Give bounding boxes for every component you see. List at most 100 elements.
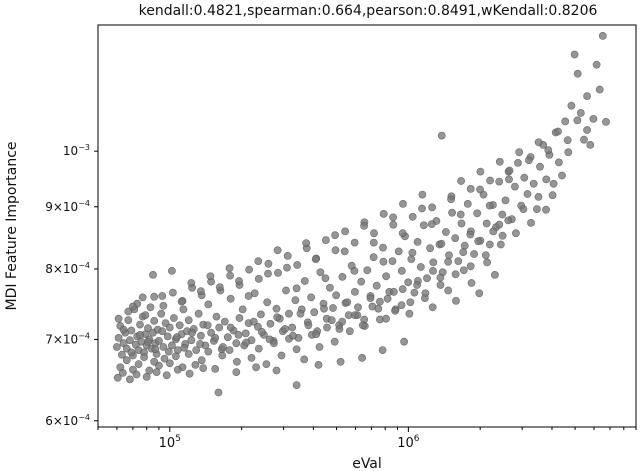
- data-point: [273, 313, 282, 322]
- data-point: [158, 292, 167, 300]
- data-point: [534, 138, 543, 147]
- scatter-points: [113, 32, 610, 397]
- data-point: [196, 331, 205, 340]
- y-tick-label: 7×10−4: [45, 331, 90, 346]
- data-point: [325, 283, 334, 292]
- data-point: [187, 336, 196, 345]
- data-point: [142, 372, 151, 381]
- x-axis: 105 106: [97, 427, 637, 451]
- data-point: [113, 373, 122, 382]
- data-point: [495, 220, 504, 229]
- data-point: [437, 239, 446, 248]
- data-point: [410, 288, 419, 297]
- data-point: [558, 171, 566, 180]
- data-point: [398, 229, 407, 238]
- data-point: [234, 330, 243, 339]
- data-point: [211, 333, 220, 342]
- data-point: [127, 348, 136, 357]
- data-point: [192, 346, 201, 354]
- data-point: [466, 262, 475, 271]
- data-point: [151, 345, 160, 354]
- data-point: [304, 321, 313, 330]
- data-point: [226, 323, 235, 332]
- data-point: [136, 320, 144, 329]
- data-point: [580, 135, 588, 144]
- data-point: [444, 257, 452, 266]
- data-point: [197, 356, 206, 365]
- data-point: [350, 238, 359, 247]
- data-point: [185, 369, 194, 378]
- data-point: [119, 325, 128, 334]
- data-point: [264, 269, 272, 278]
- data-point: [225, 264, 234, 273]
- data-point: [564, 148, 573, 157]
- data-point: [429, 266, 437, 275]
- data-point: [296, 309, 305, 318]
- data-point: [247, 353, 256, 362]
- data-point: [323, 323, 331, 332]
- data-point: [598, 32, 607, 40]
- data-point: [383, 294, 392, 303]
- data-point: [141, 311, 150, 319]
- data-point: [418, 190, 427, 199]
- data-point: [369, 253, 378, 262]
- data-point: [332, 291, 340, 300]
- data-point: [416, 263, 425, 271]
- data-point: [179, 305, 188, 314]
- data-point: [173, 365, 182, 374]
- data-point: [312, 330, 321, 339]
- data-point: [514, 158, 522, 167]
- data-point: [447, 195, 455, 204]
- data-point: [235, 277, 243, 285]
- data-point: [512, 229, 520, 238]
- data-point: [436, 273, 445, 282]
- data-point: [191, 360, 200, 369]
- data-point: [436, 281, 445, 289]
- data-point: [168, 288, 177, 297]
- data-point: [187, 279, 196, 287]
- data-point: [167, 266, 176, 275]
- data-point: [194, 309, 203, 318]
- data-point: [204, 300, 213, 309]
- data-point: [454, 257, 463, 265]
- data-point: [241, 329, 250, 338]
- data-point: [277, 351, 286, 360]
- plot-frame: [97, 24, 637, 428]
- data-point: [534, 192, 543, 201]
- data-point: [220, 317, 229, 326]
- data-point: [341, 227, 349, 236]
- data-point: [369, 238, 378, 247]
- data-point: [482, 219, 491, 228]
- data-point: [602, 118, 610, 126]
- data-point: [343, 298, 352, 307]
- data-point: [397, 301, 406, 309]
- data-point: [288, 331, 297, 340]
- data-point: [498, 231, 507, 240]
- data-point: [292, 284, 301, 293]
- data-point: [555, 158, 563, 167]
- data-point: [378, 346, 387, 354]
- data-point: [407, 255, 416, 263]
- data-point: [292, 381, 301, 389]
- data-point: [379, 243, 387, 252]
- data-point: [238, 305, 247, 314]
- data-point: [285, 309, 293, 318]
- data-point: [225, 346, 234, 354]
- data-point: [327, 316, 336, 325]
- data-point: [215, 323, 224, 332]
- data-point: [321, 236, 330, 244]
- data-point: [300, 355, 309, 364]
- data-point: [196, 340, 204, 348]
- data-point: [567, 101, 576, 110]
- data-point: [554, 127, 562, 136]
- y-tick-label: 10−3: [63, 143, 90, 158]
- data-point: [167, 341, 176, 350]
- data-point: [122, 356, 131, 365]
- data-point: [485, 240, 494, 249]
- data-point: [254, 274, 263, 283]
- data-point: [583, 126, 591, 134]
- data-point: [330, 337, 339, 346]
- data-point: [444, 286, 453, 295]
- data-point: [164, 347, 173, 356]
- data-point: [476, 167, 485, 176]
